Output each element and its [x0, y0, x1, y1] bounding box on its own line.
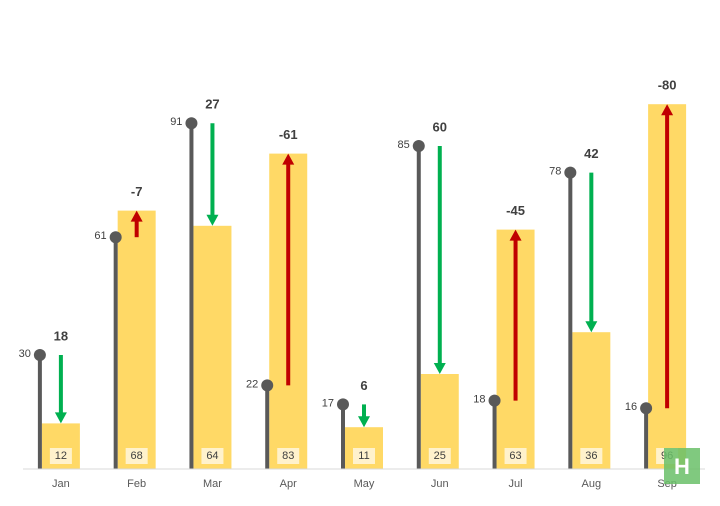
- actual-label: 64: [206, 450, 218, 462]
- actual-label-box: [504, 448, 527, 464]
- variance-label: 27: [205, 97, 219, 112]
- variance-arrowhead: [54, 412, 67, 424]
- x-tick-label: Mar: [203, 478, 222, 490]
- plan-dot: [33, 349, 46, 361]
- plan-dot: [412, 140, 425, 152]
- variance-label: 6: [360, 378, 367, 393]
- plan-dot: [337, 398, 349, 411]
- plan-label: 16: [625, 401, 637, 413]
- plan-dot: [488, 394, 501, 407]
- variance-arrowhead: [509, 229, 522, 241]
- actual-label: 68: [131, 450, 143, 462]
- plan-label: 22: [246, 378, 258, 390]
- logo: H: [674, 454, 690, 479]
- actual-label: 12: [55, 450, 67, 462]
- actual-label-box: [201, 448, 224, 464]
- variance-arrowhead: [661, 104, 674, 116]
- actual-bar: [117, 210, 156, 469]
- plan-dot: [185, 117, 198, 130]
- x-tick-label: Jan: [52, 478, 70, 490]
- variance-arrowhead: [282, 153, 295, 165]
- plan-dot: [564, 166, 577, 179]
- variance-label: 42: [584, 146, 598, 161]
- variance-arrowhead: [585, 321, 598, 333]
- actual-label: 83: [282, 450, 294, 462]
- variance-arrowhead: [433, 363, 446, 374]
- actual-label-box: [353, 448, 375, 464]
- variance-arrowhead: [358, 416, 370, 428]
- actual-label: 25: [434, 450, 446, 462]
- plan-dot: [261, 379, 274, 392]
- variance-arrowhead: [130, 210, 143, 222]
- plan-label: 17: [322, 397, 334, 409]
- plan-label: 91: [170, 116, 182, 128]
- plan-label: 30: [19, 348, 31, 360]
- actual-label: 11: [358, 450, 369, 462]
- actual-label-box: [428, 448, 451, 464]
- actual-bar: [572, 332, 611, 469]
- variance-arrowhead: [206, 214, 219, 226]
- variance-label: 60: [433, 119, 447, 134]
- plan-dot: [109, 231, 122, 244]
- actual-label: 36: [585, 450, 597, 462]
- actual-label: 63: [509, 450, 521, 462]
- actual-label-box: [125, 448, 148, 464]
- variance-label: -80: [658, 78, 677, 93]
- plan-label: 18: [473, 394, 485, 406]
- actual-label-box: [49, 448, 72, 464]
- x-tick-label: Jun: [431, 478, 449, 490]
- x-tick-label: Aug: [582, 478, 602, 490]
- variance-label: -45: [506, 203, 525, 218]
- plan-label: 85: [398, 139, 410, 151]
- plan-label: 61: [94, 230, 106, 242]
- actual-label-box: [277, 448, 300, 464]
- x-tick-label: May: [354, 478, 375, 490]
- variance-label: 18: [54, 328, 68, 343]
- actual-label-box: [580, 448, 603, 464]
- x-tick-label: Feb: [127, 478, 146, 490]
- x-tick-label: Apr: [280, 478, 297, 490]
- logo-box: [664, 448, 700, 484]
- x-tick-label: Jul: [509, 478, 523, 490]
- plan-dot: [640, 402, 653, 415]
- actual-bar: [193, 225, 232, 469]
- plan-label: 78: [549, 166, 561, 178]
- variance-label: -7: [131, 184, 143, 199]
- variance-label: -61: [279, 127, 298, 142]
